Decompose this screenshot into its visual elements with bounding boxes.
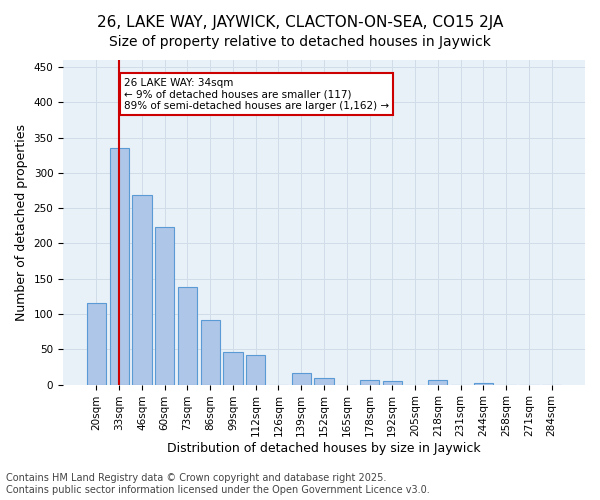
Text: Contains HM Land Registry data © Crown copyright and database right 2025.
Contai: Contains HM Land Registry data © Crown c… [6, 474, 430, 495]
Bar [200, 320, 220, 384]
Bar [428, 380, 448, 384]
Bar [292, 372, 311, 384]
Bar [246, 355, 265, 384]
Bar [110, 148, 129, 384]
Bar [473, 383, 493, 384]
Text: 26 LAKE WAY: 34sqm
← 9% of detached houses are smaller (117)
89% of semi-detache: 26 LAKE WAY: 34sqm ← 9% of detached hous… [124, 78, 389, 111]
Bar [178, 286, 197, 384]
X-axis label: Distribution of detached houses by size in Jaywick: Distribution of detached houses by size … [167, 442, 481, 455]
Text: 26, LAKE WAY, JAYWICK, CLACTON-ON-SEA, CO15 2JA: 26, LAKE WAY, JAYWICK, CLACTON-ON-SEA, C… [97, 15, 503, 30]
Bar [155, 226, 175, 384]
Bar [87, 304, 106, 384]
Bar [383, 381, 402, 384]
Y-axis label: Number of detached properties: Number of detached properties [15, 124, 28, 321]
Bar [132, 196, 152, 384]
Bar [360, 380, 379, 384]
Bar [223, 352, 242, 384]
Bar [314, 378, 334, 384]
Text: Size of property relative to detached houses in Jaywick: Size of property relative to detached ho… [109, 35, 491, 49]
